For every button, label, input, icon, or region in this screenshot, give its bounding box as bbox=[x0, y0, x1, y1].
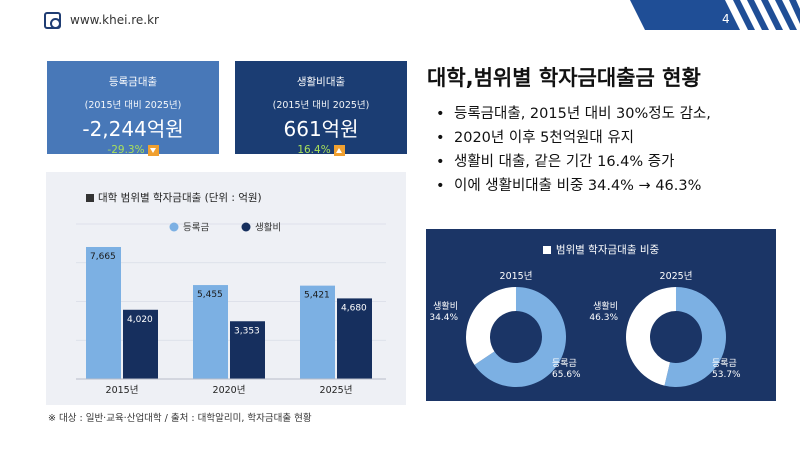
bar-chart-panel: 등록금 생활비 7,665 4,020 2015년 5,455 3,353 2020년 5,42… bbox=[46, 172, 406, 405]
bar-chart-title: 대학 범위별 학자금대출 (단위 : 억원) bbox=[86, 190, 262, 205]
kpi-change-text: -29.3% bbox=[107, 144, 145, 156]
donut-slice-living bbox=[626, 287, 676, 386]
kpi-card-living-loan: 생활비대출 (2015년 대비 2025년) 661억원 16.4% bbox=[235, 61, 407, 156]
donut-slice-label-name: 생활비 bbox=[433, 300, 458, 312]
donut-year-label: 2025년 bbox=[660, 271, 693, 282]
page-number: 4 bbox=[722, 12, 730, 26]
x-tick-label: 2020년 bbox=[213, 385, 246, 396]
kpi-card-tuition-loan: 등록금대출 (2015년 대비 2025년) -2,244억원 -29.3% bbox=[47, 61, 219, 156]
bar-tuition bbox=[86, 246, 121, 379]
khei-logo-icon bbox=[44, 12, 61, 29]
square-bullet-icon bbox=[542, 245, 551, 254]
kpi-change-text: 16.4% bbox=[297, 144, 331, 156]
donut-slice-living bbox=[466, 287, 516, 365]
footnote: ※ 대상 : 일반·교육·산업대학 / 출처 : 대학알리미, 학자금대출 현황 bbox=[48, 413, 312, 424]
donut-slice-label-pct: 53.7% bbox=[712, 370, 741, 380]
bar-value-label: 4,020 bbox=[127, 315, 153, 325]
bullet-item: 이에 생활비대출 비중 34.4% → 46.3% bbox=[436, 174, 781, 198]
page-title: 대학,범위별 학자금대출금 현황 bbox=[427, 66, 701, 90]
donut-slice-label-pct: 65.6% bbox=[552, 370, 581, 380]
summary-bullets: 등록금대출, 2015년 대비 30%정도 감소, 2020년 이후 5천억원대… bbox=[436, 102, 781, 198]
kpi-change: -29.3% bbox=[47, 144, 219, 156]
square-bullet-icon bbox=[86, 193, 94, 202]
donut-slice-label-name: 등록금 bbox=[712, 358, 737, 369]
bullet-text: 2020년 이후 5천억원대 유지 bbox=[454, 130, 635, 146]
bar-living bbox=[230, 321, 265, 379]
x-tick-label: 2025년 bbox=[320, 385, 353, 396]
legend-label: 생활비 bbox=[255, 222, 281, 234]
kpi-subtitle: (2015년 대비 2025년) bbox=[272, 100, 370, 111]
kpi-subtitle: (2015년 대비 2025년) bbox=[84, 100, 182, 111]
bar-value-label: 3,353 bbox=[234, 326, 260, 336]
x-tick-label: 2015년 bbox=[106, 385, 139, 396]
bar-living bbox=[337, 298, 372, 379]
site-url[interactable]: www.khei.re.kr bbox=[70, 13, 159, 27]
legend-label: 등록금 bbox=[183, 223, 209, 234]
donut-year-label: 2015년 bbox=[500, 271, 533, 282]
kpi-value: -2,244억원 bbox=[82, 117, 184, 141]
bar-chart: 등록금 생활비 7,665 4,020 2015년 5,455 3,353 2020년 5,42… bbox=[76, 222, 386, 396]
donut-slice-label-name: 생활비 bbox=[593, 300, 618, 312]
donut-slice-tuition bbox=[474, 287, 566, 387]
donut-slice-label-pct: 34.4% bbox=[429, 313, 458, 323]
corner-stripes-decoration bbox=[630, 0, 800, 30]
bar-chart-title-text: 대학 범위별 학자금대출 (단위 : 억원) bbox=[98, 192, 262, 204]
bar-value-label: 4,680 bbox=[341, 303, 367, 313]
kpi-change: 16.4% bbox=[235, 144, 407, 156]
down-arrow-icon bbox=[147, 144, 159, 156]
donut-chart-title-text: 범위별 학자금대출 비중 bbox=[555, 244, 660, 256]
donut-chart-panel: 2015년 생활비 34.4% 등록금 65.6% 2025년 생활비 46.3% 등록금 53.… bbox=[426, 229, 776, 401]
donut-charts: 2015년생활비34.4%등록금65.6%2025년생활비46.3%등록금53.… bbox=[429, 271, 741, 387]
donut-chart-title: 범위별 학자금대출 비중 bbox=[426, 242, 776, 257]
donut-slice-label-name: 등록금 bbox=[552, 358, 577, 369]
bullet-item: 등록금대출, 2015년 대비 30%정도 감소, bbox=[436, 102, 781, 126]
donut-slice-label-pct: 46.3% bbox=[589, 313, 618, 323]
bullet-item-continuation: 2020년 이후 5천억원대 유지 bbox=[436, 126, 781, 150]
bar-tuition bbox=[193, 285, 228, 379]
bar-value-label: 5,421 bbox=[304, 291, 330, 301]
up-arrow-icon bbox=[333, 144, 345, 156]
legend-marker bbox=[241, 222, 251, 232]
legend-marker bbox=[169, 222, 179, 232]
kpi-title: 생활비대출 bbox=[296, 76, 346, 88]
kpi-value: 661억원 bbox=[283, 117, 359, 141]
bullet-item: 생활비 대출, 같은 기간 16.4% 증가 bbox=[436, 150, 781, 174]
bar-value-label: 7,665 bbox=[90, 252, 116, 262]
bar-tuition bbox=[300, 285, 335, 379]
kpi-title: 등록금대출 bbox=[108, 76, 158, 88]
bar-value-label: 5,455 bbox=[197, 290, 223, 300]
bar-living bbox=[123, 309, 158, 379]
donut-slice-tuition bbox=[664, 287, 726, 387]
